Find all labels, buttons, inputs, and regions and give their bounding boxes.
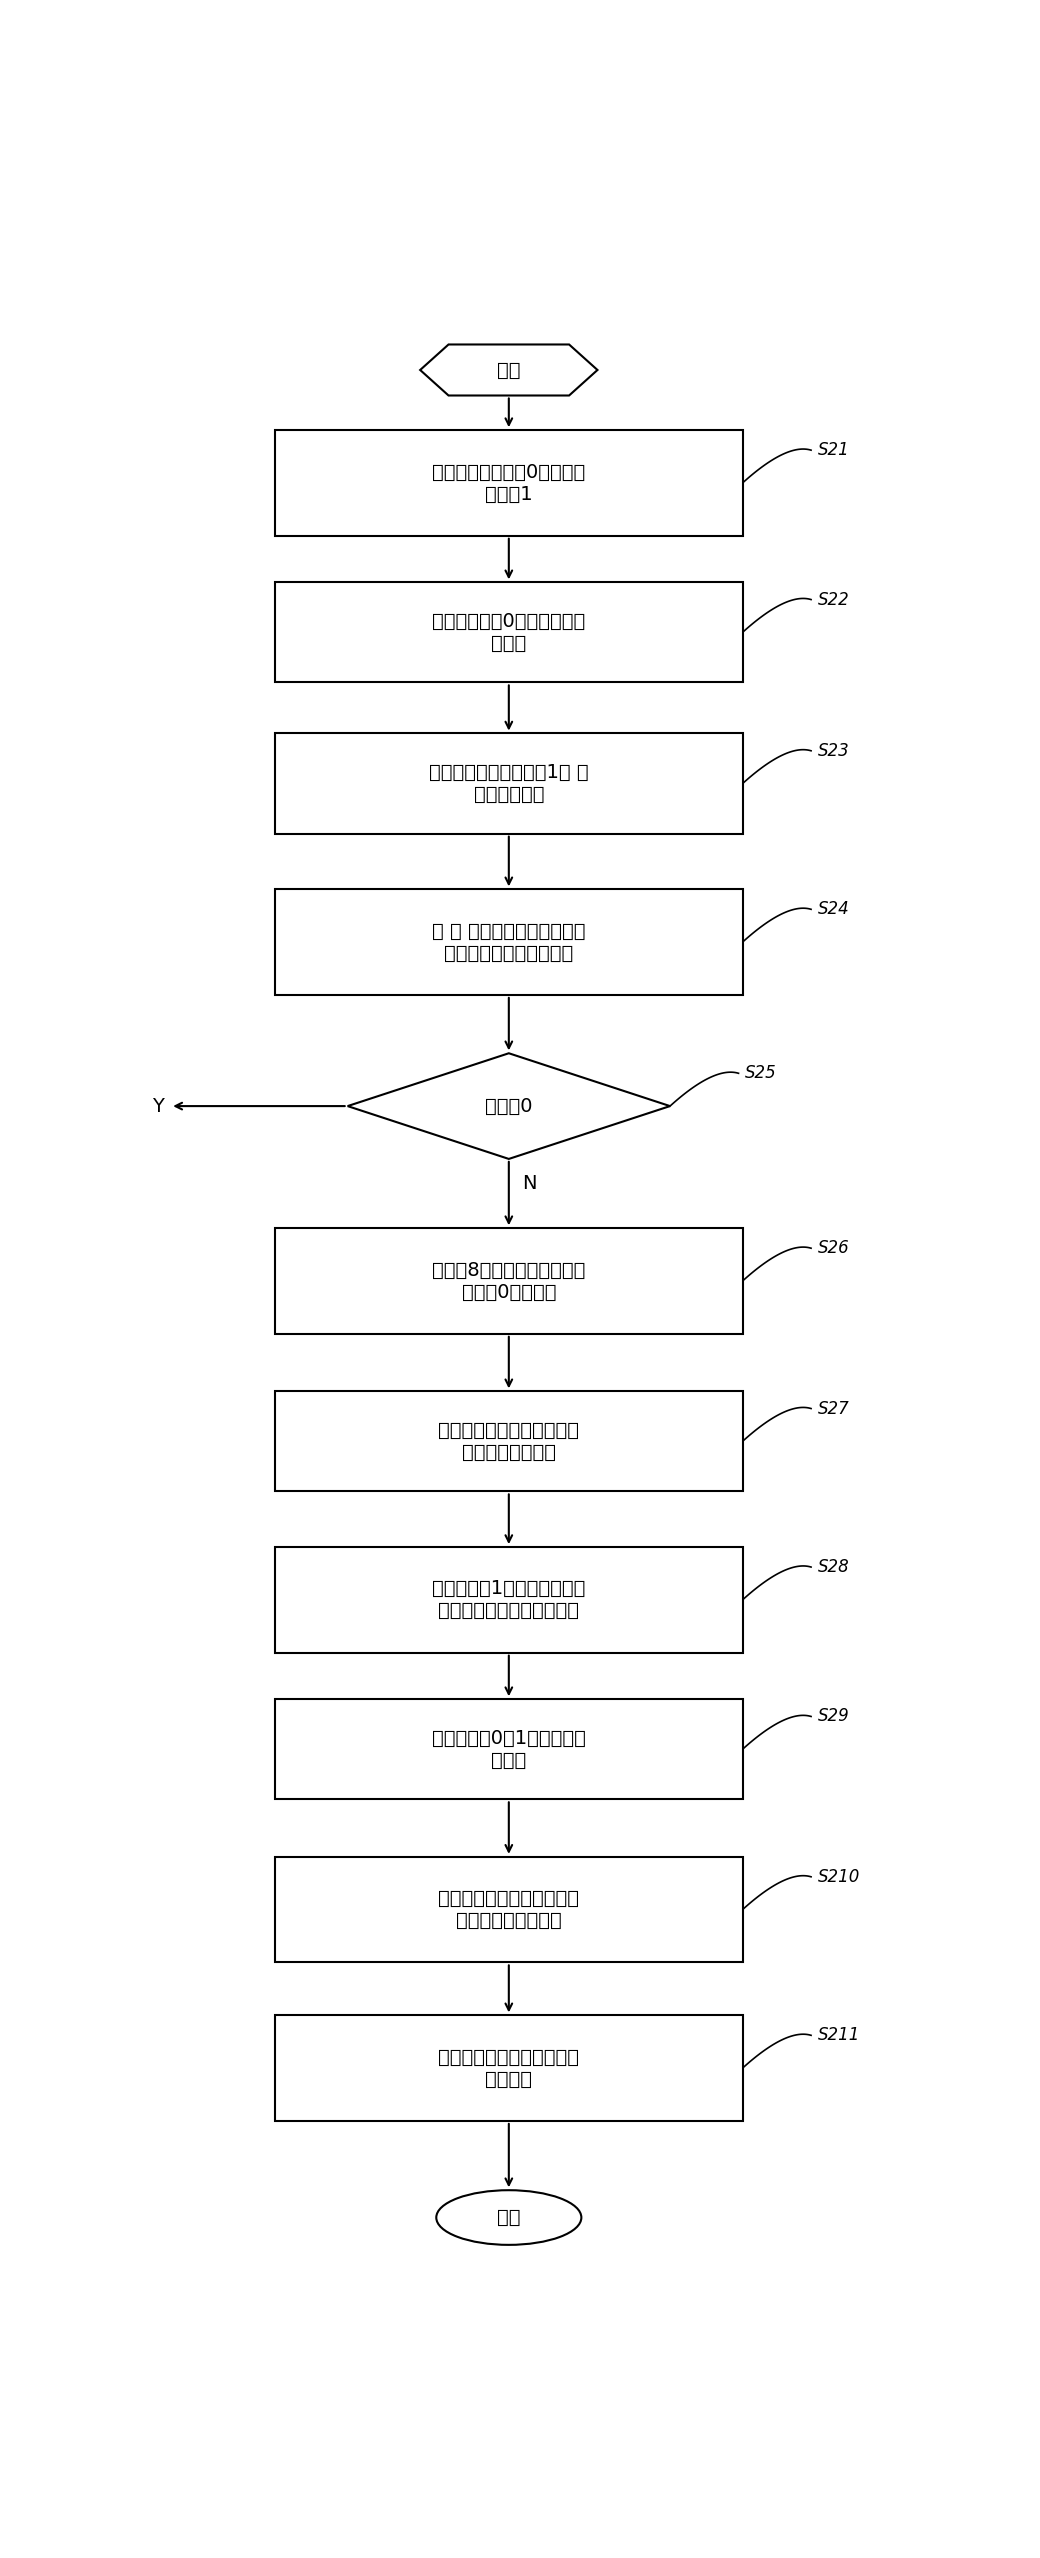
Text: 结束: 结束 (497, 2208, 521, 2228)
Text: S27: S27 (817, 1399, 850, 1417)
Ellipse shape (437, 2190, 581, 2246)
Polygon shape (420, 345, 597, 396)
Text: 开始: 开始 (497, 361, 521, 379)
FancyBboxPatch shape (275, 583, 743, 683)
FancyBboxPatch shape (275, 734, 743, 834)
Text: S28: S28 (817, 1558, 850, 1576)
Text: S24: S24 (817, 900, 850, 918)
Text: N: N (522, 1174, 537, 1192)
Text: S22: S22 (817, 591, 850, 609)
Text: 值全为0: 值全为0 (485, 1097, 532, 1115)
Text: 从相关序列1中选出每组的最
大度量值及其对应的索引值: 从相关序列1中选出每组的最 大度量值及其对应的索引值 (433, 1578, 586, 1619)
FancyBboxPatch shape (275, 430, 743, 535)
Text: 根据所述索引值计算得到小
区组编号: 根据所述索引值计算得到小 区组编号 (438, 2046, 579, 2090)
Text: S25: S25 (745, 1064, 777, 1082)
FancyBboxPatch shape (275, 1699, 743, 1798)
FancyBboxPatch shape (275, 1548, 743, 1652)
FancyBboxPatch shape (275, 890, 743, 995)
FancyBboxPatch shape (275, 1392, 743, 1491)
FancyBboxPatch shape (275, 2016, 743, 2121)
Text: 分 别 利用每一组相关序列对
应的门限值进行峰值处理: 分 别 利用每一组相关序列对 应的门限值进行峰值处理 (432, 921, 586, 962)
Text: 接收一组相关序列0和八组相
关序列1: 接收一组相关序列0和八组相 关序列1 (433, 463, 586, 504)
FancyBboxPatch shape (275, 1857, 743, 1962)
Text: S211: S211 (817, 2026, 860, 2044)
Text: 按照模8同余的原则将所述相
关序列0分为八组: 按照模8同余的原则将所述相 关序列0分为八组 (433, 1261, 586, 1302)
Text: S210: S210 (817, 1867, 860, 1885)
Polygon shape (347, 1054, 670, 1159)
Text: 查找相加后的最大相关值，
及其对应的索引值对: 查找相加后的最大相关值， 及其对应的索引值对 (438, 1890, 579, 1931)
Text: 查找出每组中的最大度量值
及其对应的索引值: 查找出每组中的最大度量值 及其对应的索引值 (438, 1420, 579, 1461)
Text: Y: Y (152, 1097, 164, 1115)
Text: 将相关序列0和1的最大度量
值相加: 将相关序列0和1的最大度量 值相加 (432, 1729, 586, 1770)
Text: S26: S26 (817, 1238, 850, 1256)
Text: 分别计算八组相关序列1的 相
关值的门限值: 分别计算八组相关序列1的 相 关值的门限值 (430, 762, 589, 803)
Text: S21: S21 (817, 440, 850, 458)
Text: S23: S23 (817, 742, 850, 760)
FancyBboxPatch shape (275, 1228, 743, 1333)
Text: S29: S29 (817, 1709, 850, 1727)
Text: 计算相关序列0内的相关值的
门限值: 计算相关序列0内的相关值的 门限值 (433, 611, 586, 652)
